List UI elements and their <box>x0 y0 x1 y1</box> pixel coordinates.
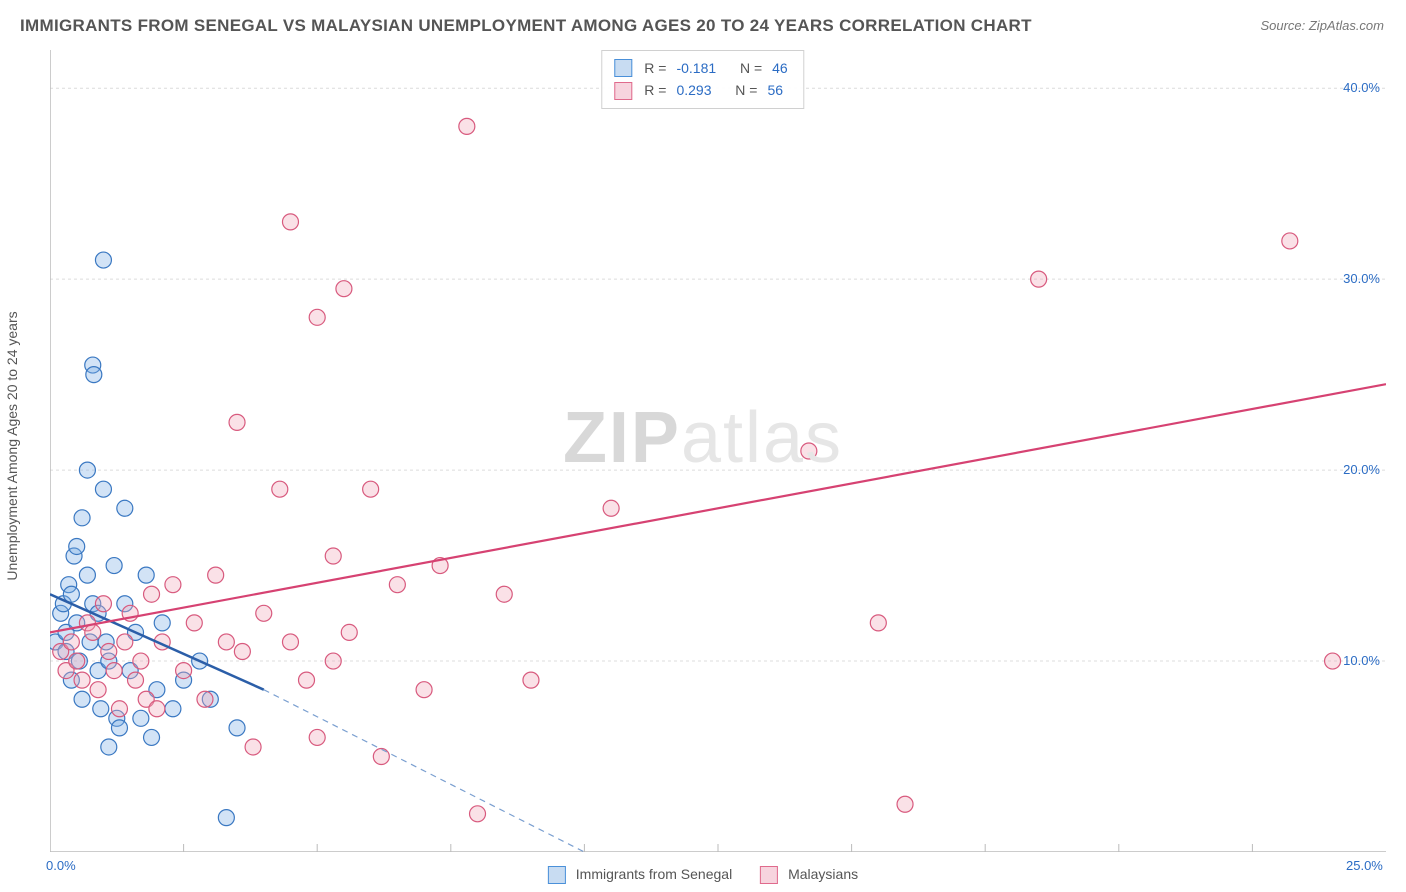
r-value-malaysians: 0.293 <box>676 79 711 101</box>
source-credit: Source: ZipAtlas.com <box>1260 18 1384 33</box>
series-legend: Immigrants from Senegal Malaysians <box>548 866 858 884</box>
swatch-senegal-icon <box>548 866 566 884</box>
scatter-plot <box>50 50 1386 852</box>
y-tick-label: 40.0% <box>1343 80 1380 95</box>
y-axis-label: Unemployment Among Ages 20 to 24 years <box>4 311 20 580</box>
x-tick-label: 25.0% <box>1346 858 1383 873</box>
swatch-senegal <box>614 59 632 77</box>
y-tick-label: 20.0% <box>1343 462 1380 477</box>
legend-row-senegal: R = -0.181 N = 46 <box>614 57 791 79</box>
legend-label-malaysians: Malaysians <box>788 866 858 882</box>
legend-label-senegal: Immigrants from Senegal <box>576 866 732 882</box>
legend-item-malaysians: Malaysians <box>760 866 858 884</box>
r-value-senegal: -0.181 <box>676 57 716 79</box>
n-label: N = <box>735 79 757 101</box>
swatch-malaysians <box>614 82 632 100</box>
n-value-malaysians: 56 <box>767 79 783 101</box>
n-value-senegal: 46 <box>772 57 788 79</box>
source-prefix: Source: <box>1260 18 1308 33</box>
swatch-malaysians-icon <box>760 866 778 884</box>
correlation-legend: R = -0.181 N = 46 R = 0.293 N = 56 <box>601 50 804 109</box>
r-label: R = <box>644 57 666 79</box>
y-tick-label: 10.0% <box>1343 653 1380 668</box>
legend-item-senegal: Immigrants from Senegal <box>548 866 732 884</box>
chart-container: IMMIGRANTS FROM SENEGAL VS MALAYSIAN UNE… <box>0 0 1406 892</box>
r-label: R = <box>644 79 666 101</box>
x-tick-label: 0.0% <box>46 858 76 873</box>
source-name: ZipAtlas.com <box>1309 18 1384 33</box>
n-label: N = <box>740 57 762 79</box>
chart-title: IMMIGRANTS FROM SENEGAL VS MALAYSIAN UNE… <box>20 16 1032 36</box>
legend-row-malaysians: R = 0.293 N = 56 <box>614 79 791 101</box>
y-axis-label-wrap: Unemployment Among Ages 20 to 24 years <box>4 177 20 446</box>
y-tick-label: 30.0% <box>1343 271 1380 286</box>
